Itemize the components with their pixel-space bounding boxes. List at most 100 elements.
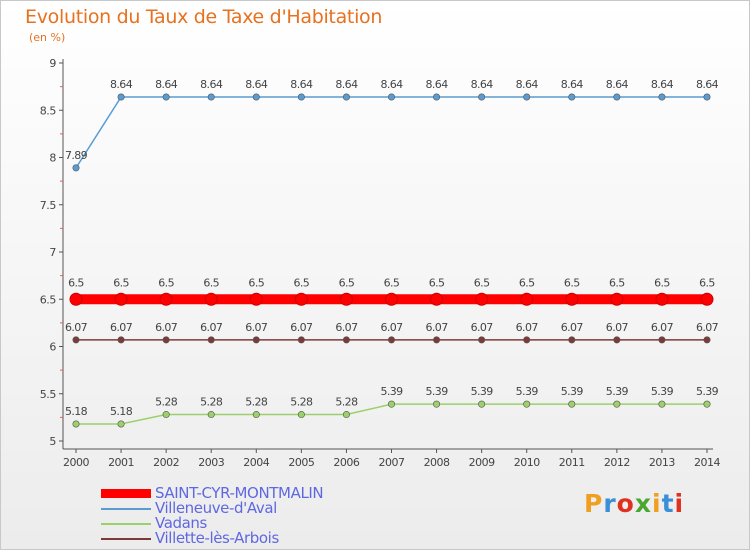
data-label: 5.28 <box>200 396 223 409</box>
data-point <box>162 93 170 101</box>
x-tick-label: 2010 <box>514 456 540 469</box>
data-point <box>342 93 350 101</box>
data-label: 5.39 <box>516 385 539 398</box>
data-point <box>703 93 711 101</box>
data-point <box>117 336 125 344</box>
data-point <box>114 292 128 306</box>
data-point <box>613 336 621 344</box>
logo-letter: t <box>661 489 675 518</box>
data-point <box>297 336 305 344</box>
data-point <box>117 93 125 101</box>
data-point <box>387 336 395 344</box>
data-point <box>207 411 215 419</box>
data-label: 5.28 <box>155 396 178 409</box>
data-label: 8.64 <box>335 78 358 91</box>
data-label: 6.5 <box>294 276 310 289</box>
legend: SAINT-CYR-MONTMALIN Villeneuve-d'Aval Vada… <box>101 486 324 546</box>
chart-title: Evolution du Taux de Taxe d'Habitation <box>25 6 383 28</box>
data-label: 8.64 <box>380 78 403 91</box>
data-point <box>613 93 621 101</box>
data-point <box>523 336 531 344</box>
data-label: 5.39 <box>696 385 719 398</box>
y-tick-label: 7.5 <box>40 199 57 212</box>
data-point <box>568 336 576 344</box>
data-label: 6.07 <box>245 321 268 334</box>
data-point <box>613 400 621 408</box>
series-3: 6.07 6.07 6.07 6.07 6.07 6.07 6.07 6.07 6.07 6.07… <box>65 321 719 344</box>
data-label: 6.07 <box>426 321 449 334</box>
data-label: 8.64 <box>696 78 719 91</box>
data-label: 5.39 <box>426 385 449 398</box>
logo-letter: o <box>616 489 635 518</box>
data-label: 5.28 <box>245 396 268 409</box>
data-point <box>162 411 170 419</box>
data-point <box>568 93 576 101</box>
data-point <box>478 336 486 344</box>
x-tick-label: 2009 <box>469 456 495 469</box>
y-tick-label: 8 <box>49 152 56 165</box>
x-tick-label: 2013 <box>649 456 675 469</box>
data-point <box>72 164 80 172</box>
x-tick-label: 2006 <box>333 456 359 469</box>
y-tick-label: 5 <box>49 435 56 448</box>
data-point <box>655 292 669 306</box>
x-tick-label: 2003 <box>198 456 224 469</box>
legend-item: SAINT-CYR-MONTMALIN <box>101 486 324 501</box>
data-point <box>252 93 260 101</box>
data-label: 5.39 <box>606 385 629 398</box>
data-point <box>72 336 80 344</box>
data-point <box>387 93 395 101</box>
data-label: 6.07 <box>335 321 358 334</box>
x-tick-label: 2012 <box>604 456 630 469</box>
data-label: 6.07 <box>65 321 88 334</box>
x-tick-label: 2004 <box>243 456 269 469</box>
data-point <box>342 336 350 344</box>
data-label: 8.64 <box>155 78 178 91</box>
series-1: 7.89 8.64 8.64 8.64 8.64 8.64 8.64 8.64 8.64 8.64… <box>65 78 719 172</box>
y-tick-label: 5.5 <box>40 388 57 401</box>
data-point <box>430 292 444 306</box>
data-label: 6.5 <box>203 276 219 289</box>
data-label: 6.07 <box>110 321 133 334</box>
data-label: 6.5 <box>609 276 625 289</box>
data-label: 6.5 <box>699 276 715 289</box>
data-label: 5.39 <box>561 385 584 398</box>
legend-swatch <box>101 489 151 498</box>
data-label: 7.89 <box>65 149 88 162</box>
series-2: 5.18 5.18 5.28 5.28 5.28 5.28 5.28 5.39 5.39 5.39… <box>65 385 719 428</box>
data-point <box>523 400 531 408</box>
data-point <box>294 292 308 306</box>
data-point <box>433 93 441 101</box>
x-tick-label: 2011 <box>559 456 585 469</box>
data-label: 6.5 <box>158 276 174 289</box>
data-point <box>297 93 305 101</box>
data-label: 6.07 <box>651 321 674 334</box>
data-label: 8.64 <box>561 78 584 91</box>
legend-item: Vadans <box>101 516 323 531</box>
x-tick-label: 2008 <box>424 456 450 469</box>
data-label: 8.64 <box>290 78 313 91</box>
series-line <box>75 96 708 169</box>
data-label: 5.28 <box>290 396 313 409</box>
data-label: 8.64 <box>426 78 449 91</box>
legend-item: Villeneuve-d'Aval <box>101 501 323 516</box>
data-point <box>478 93 486 101</box>
x-tick-label: 2002 <box>153 456 179 469</box>
x-tick-label: 2000 <box>63 456 89 469</box>
data-label: 6.5 <box>654 276 670 289</box>
data-label: 6.5 <box>519 276 535 289</box>
data-label: 8.64 <box>245 78 268 91</box>
y-tick-label: 6.5 <box>40 293 57 306</box>
data-label: 5.39 <box>471 385 494 398</box>
proxiti-logo: Proxiti <box>584 489 684 518</box>
data-point <box>207 336 215 344</box>
data-point <box>204 292 218 306</box>
legend-swatch <box>101 522 151 525</box>
data-label: 6.07 <box>155 321 178 334</box>
data-label: 6.5 <box>474 276 490 289</box>
data-label: 6.07 <box>380 321 403 334</box>
data-point <box>565 292 579 306</box>
x-tick-label: 2014 <box>694 456 720 469</box>
data-point <box>207 93 215 101</box>
